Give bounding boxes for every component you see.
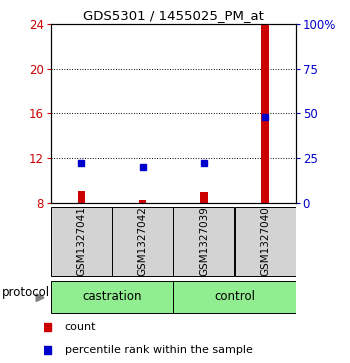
Text: percentile rank within the sample: percentile rank within the sample: [64, 345, 252, 355]
Bar: [261, 24, 269, 203]
FancyBboxPatch shape: [51, 207, 112, 276]
Bar: [200, 192, 208, 203]
FancyBboxPatch shape: [51, 281, 173, 313]
Bar: [139, 200, 146, 203]
FancyBboxPatch shape: [174, 207, 234, 276]
FancyBboxPatch shape: [174, 281, 295, 313]
Text: protocol: protocol: [2, 286, 50, 299]
FancyBboxPatch shape: [235, 207, 295, 276]
Text: GSM1327041: GSM1327041: [76, 207, 86, 276]
Text: control: control: [214, 290, 255, 303]
Text: count: count: [64, 322, 96, 332]
Text: GSM1327042: GSM1327042: [138, 207, 148, 276]
Text: GSM1327040: GSM1327040: [260, 207, 270, 276]
Text: castration: castration: [82, 290, 142, 303]
Bar: [78, 191, 85, 203]
FancyBboxPatch shape: [112, 207, 173, 276]
Text: GSM1327039: GSM1327039: [199, 207, 209, 276]
Title: GDS5301 / 1455025_PM_at: GDS5301 / 1455025_PM_at: [83, 9, 264, 23]
